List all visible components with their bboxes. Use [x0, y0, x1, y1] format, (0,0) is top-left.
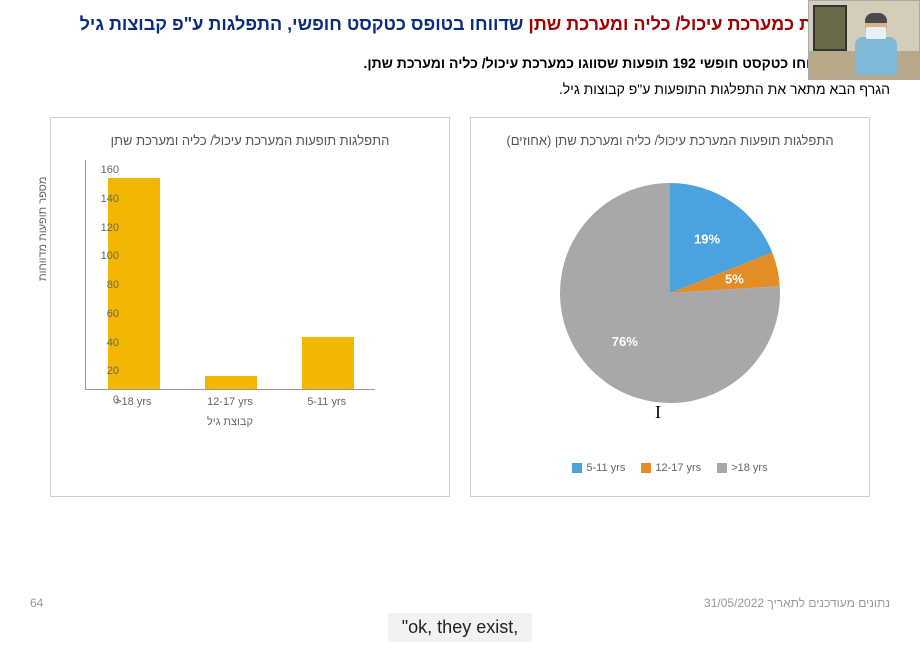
slide-footer: 64 נתונים מעודכנים לתאריך 31/05/2022 — [30, 596, 890, 610]
pie-chart-svg: 19% 5% 76% — [530, 158, 810, 438]
legend-swatch — [717, 463, 727, 473]
subtitle-line-1: ד -31.5.22 דווחו כטקסט חופשי 192 תופעות … — [30, 55, 890, 71]
legend-item: 5-11 yrs — [572, 462, 625, 474]
bar-xtick-label: 5-11 yrs — [292, 396, 362, 408]
bar-chart-box: התפלגות תופעות המערכת עיכול/ כליה ומערכת… — [50, 117, 450, 497]
footer-date: נתונים מעודכנים לתאריך 31/05/2022 — [704, 596, 890, 610]
legend-item: 12-17 yrs — [641, 462, 701, 474]
bar-yaxis-label: מספר תופעות מדווחות — [37, 177, 49, 281]
bar-12-17-yrs — [205, 376, 257, 389]
pie-pct-label: 76% — [612, 334, 638, 349]
bar-ytick-label: 40 — [107, 337, 119, 345]
caption-overlay: "ok, they exist, — [388, 613, 532, 642]
legend-swatch — [641, 463, 651, 473]
legend-swatch — [572, 463, 582, 473]
bar-chart-area: מספר תופעות מדווחות קבוצת גיל 0204060801… — [85, 160, 415, 420]
subtitle-line-2: הגרף הבא מתאר את התפלגות התופעות ע"פ קבו… — [30, 81, 890, 97]
bar-ytick-label: 80 — [107, 279, 119, 287]
slide-main: פעות כמערכת עיכול/ כליה ומערכת שתן שדווח… — [0, 0, 920, 650]
presenter-video-thumbnail[interactable] — [808, 0, 920, 80]
pie-chart-title: התפלגות תופעות המערכת עיכול/ כליה ומערכת… — [485, 132, 855, 150]
charts-row: התפלגות תופעות המערכת עיכול/ כליה ומערכת… — [30, 117, 890, 497]
bar-ytick-label: 160 — [101, 164, 119, 172]
bar-ytick-label: 20 — [107, 365, 119, 373]
title-blue-part: שדווחו בטופס כטקסט חופשי, התפלגות ע"פ קב… — [80, 14, 529, 34]
text-cursor-icon: I — [655, 402, 661, 423]
legend-item: >18 yrs — [717, 462, 767, 474]
slide-title: פעות כמערכת עיכול/ כליה ומערכת שתן שדווח… — [30, 14, 890, 35]
pie-pct-label: 5% — [725, 272, 744, 287]
pie-legend: 5-11 yrs 12-17 yrs >18 yrs — [485, 462, 855, 474]
bar-ytick-label: 100 — [101, 250, 119, 258]
bar-xtick-label: 12-17 yrs — [195, 396, 265, 408]
bar-xtick-label: >18 yrs — [98, 396, 168, 408]
pie-chart-box: התפלגות תופעות המערכת עיכול/ כליה ומערכת… — [470, 117, 870, 497]
bar-ytick-label: 120 — [101, 222, 119, 230]
bar-chart-plot — [85, 160, 375, 390]
title-red-part: פעות כמערכת עיכול/ כליה ומערכת שתן — [528, 14, 840, 34]
bar-chart-title: התפלגות תופעות המערכת עיכול/ כליה ומערכת… — [65, 132, 435, 150]
page-number: 64 — [30, 596, 43, 610]
pie-chart-area: 19% 5% 76% I 5-11 yrs 12-17 yrs >18 yrs — [485, 158, 855, 478]
bar-5-11-yrs — [302, 337, 354, 389]
pie-pct-label: 19% — [694, 232, 720, 247]
bar-ytick-label: 60 — [107, 308, 119, 316]
bar-xaxis-label: קבוצת גיל — [85, 416, 375, 428]
bar-ytick-label: 140 — [101, 193, 119, 201]
